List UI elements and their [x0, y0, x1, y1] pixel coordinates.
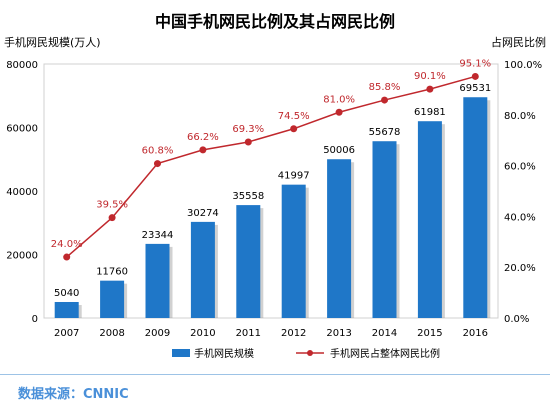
left-tick-label: 20000 — [6, 251, 38, 262]
line-point — [154, 160, 161, 168]
right-tick-label: 0.0% — [504, 314, 529, 325]
source-divider — [0, 374, 550, 375]
bar — [145, 243, 170, 318]
line-label: 66.2% — [187, 132, 219, 143]
bar — [372, 141, 397, 318]
right-tick-label: 20.0% — [504, 263, 536, 274]
line-label: 85.8% — [369, 82, 401, 93]
legend: 手机网民规模 手机网民占整体网民比例 — [172, 347, 440, 360]
x-tick-label: 2015 — [417, 328, 442, 339]
line-point — [335, 108, 343, 116]
series-line — [66, 75, 476, 258]
x-tick-label: 2008 — [99, 328, 124, 339]
legend-bar-label: 手机网民规模 — [194, 347, 254, 360]
line-point — [108, 214, 116, 222]
bar-label: 30274 — [187, 208, 219, 219]
line-label: 69.3% — [232, 124, 264, 135]
line-point — [471, 72, 479, 80]
chart-title: 中国手机网民比例及其占网民比例 — [155, 12, 395, 31]
chart: 中国手机网民比例及其占网民比例 手机网民规模(万人) 占网民比例 5040 117… — [4, 12, 546, 360]
bar — [190, 221, 215, 318]
bar-label: 5040 — [54, 288, 79, 299]
bar-label: 61981 — [414, 107, 446, 118]
x-tick-label: 2007 — [54, 328, 79, 339]
legend-line-marker — [307, 350, 313, 356]
bar-label: 41997 — [278, 171, 310, 182]
legend-line-label: 手机网民占整体网民比例 — [330, 347, 440, 360]
right-axis: 0.0% 20.0% 40.0% 60.0% 80.0% 100.0% — [504, 60, 542, 325]
line-label: 74.5% — [278, 111, 310, 122]
source-text: 数据来源：CNNIC — [18, 387, 129, 402]
right-tick-label: 80.0% — [504, 111, 536, 122]
line-point — [381, 96, 388, 104]
bar-series: 5040 11760 23344 30274 35558 41997 50006 55678 6… — [54, 83, 491, 318]
left-tick-label: 40000 — [6, 187, 38, 198]
line-point — [63, 253, 71, 261]
x-tick-label: 2014 — [372, 328, 397, 339]
right-tick-label: 60.0% — [504, 162, 536, 173]
line-point — [244, 138, 252, 146]
x-tick-label: 2011 — [236, 328, 261, 339]
bar-label: 50006 — [323, 145, 355, 156]
right-tick-label: 100.0% — [504, 60, 542, 71]
x-tick-label: 2016 — [463, 328, 488, 339]
bar-label: 23344 — [142, 230, 174, 241]
source-footer: 数据来源：CNNIC — [0, 374, 550, 412]
bar — [281, 184, 306, 318]
bar-label: 11760 — [96, 267, 128, 278]
left-tick-label: 0 — [32, 314, 38, 325]
right-axis-label: 占网民比例 — [491, 35, 546, 49]
left-tick-label: 60000 — [6, 124, 38, 135]
line-label: 24.0% — [51, 239, 83, 250]
right-tick-label: 40.0% — [504, 212, 536, 223]
bar — [54, 301, 79, 318]
bar — [100, 280, 125, 318]
line-point — [199, 146, 207, 154]
bar-label: 35558 — [232, 191, 264, 202]
left-tick-label: 80000 — [6, 60, 38, 71]
bar — [417, 121, 442, 318]
bar — [236, 205, 261, 318]
bar-label: 69531 — [459, 83, 491, 94]
x-tick-label: 2009 — [145, 328, 170, 339]
legend-bar-swatch — [172, 349, 190, 357]
left-axis-label: 手机网民规模(万人) — [4, 35, 101, 49]
line-label: 95.1% — [459, 58, 491, 69]
x-tick-label: 2013 — [326, 328, 351, 339]
line-point — [426, 85, 434, 93]
line-point — [290, 125, 298, 133]
bar — [463, 97, 488, 318]
x-axis: 2007 2008 2009 2010 2011 2012 2013 2014 2015 2016 — [54, 328, 488, 339]
line-label: 90.1% — [414, 71, 446, 82]
line-label: 81.0% — [323, 94, 355, 105]
line-label: 39.5% — [96, 200, 128, 211]
bar — [327, 159, 352, 318]
bar-label: 55678 — [369, 127, 401, 138]
left-axis: 0 20000 40000 60000 80000 — [6, 60, 38, 325]
x-tick-label: 2012 — [281, 328, 306, 339]
line-label: 60.8% — [142, 146, 174, 157]
x-tick-label: 2010 — [190, 328, 215, 339]
line-series: 24.0% 39.5% 60.8% 66.2% 69.3% 74.5% 81.0% 85.8%… — [51, 58, 491, 261]
